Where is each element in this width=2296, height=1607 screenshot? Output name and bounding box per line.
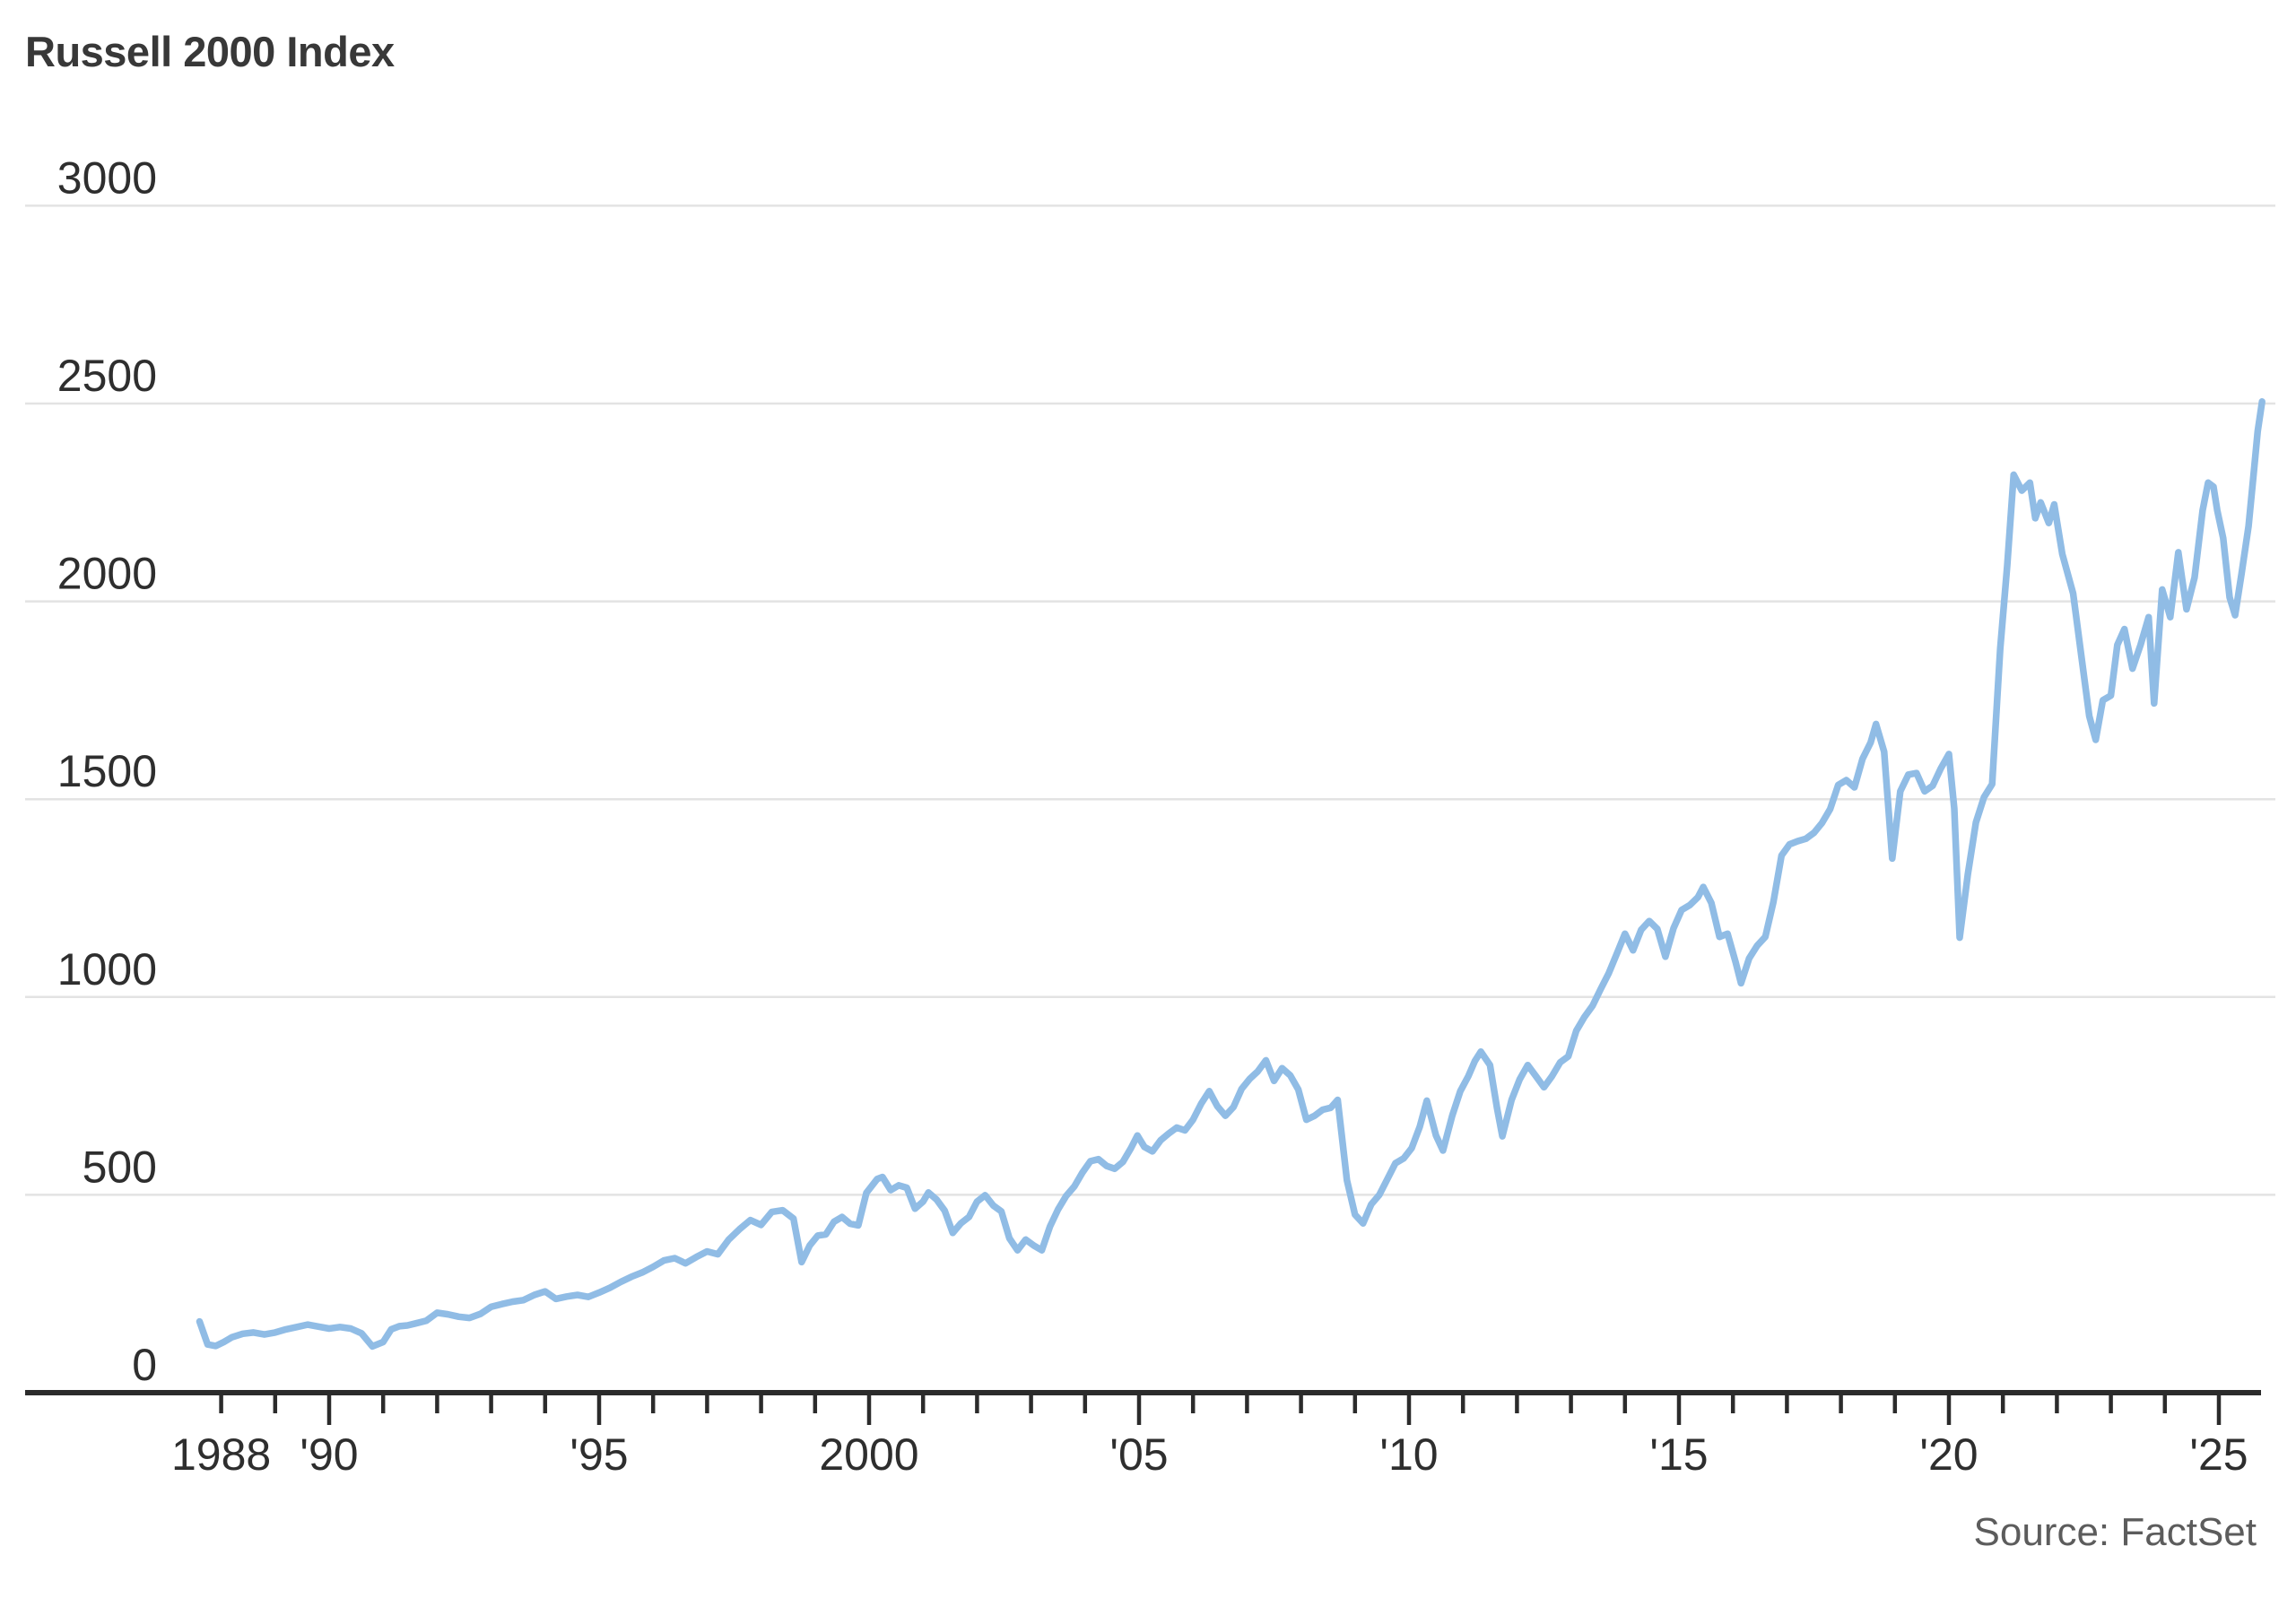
y-axis-label: 1000 [57,944,157,995]
chart-title: Russell 2000 Index [25,28,395,75]
y-axis-label: 0 [132,1340,157,1390]
source-attribution: Source: FactSet [1973,1510,2257,1554]
x-axis-label: '05 [1109,1429,1168,1480]
y-axis-label: 2500 [57,351,157,401]
y-axis-label: 3000 [57,152,157,203]
y-axis-label: 1500 [57,746,157,796]
x-axis-label: '25 [2189,1429,2248,1480]
x-axis-label: 2000 [819,1429,918,1480]
x-axis-label: '20 [1919,1429,1978,1480]
x-axis-label: '95 [570,1429,628,1480]
x-axis-label: '90 [300,1429,358,1480]
series-line-russell-2000 [196,398,2266,1351]
x-axis-label: '10 [1379,1429,1438,1480]
x-axis-label: '15 [1649,1429,1708,1480]
y-axis-label: 2000 [57,549,157,599]
y-axis-label: 500 [83,1142,157,1192]
x-axis-label: 1988 [171,1429,271,1480]
